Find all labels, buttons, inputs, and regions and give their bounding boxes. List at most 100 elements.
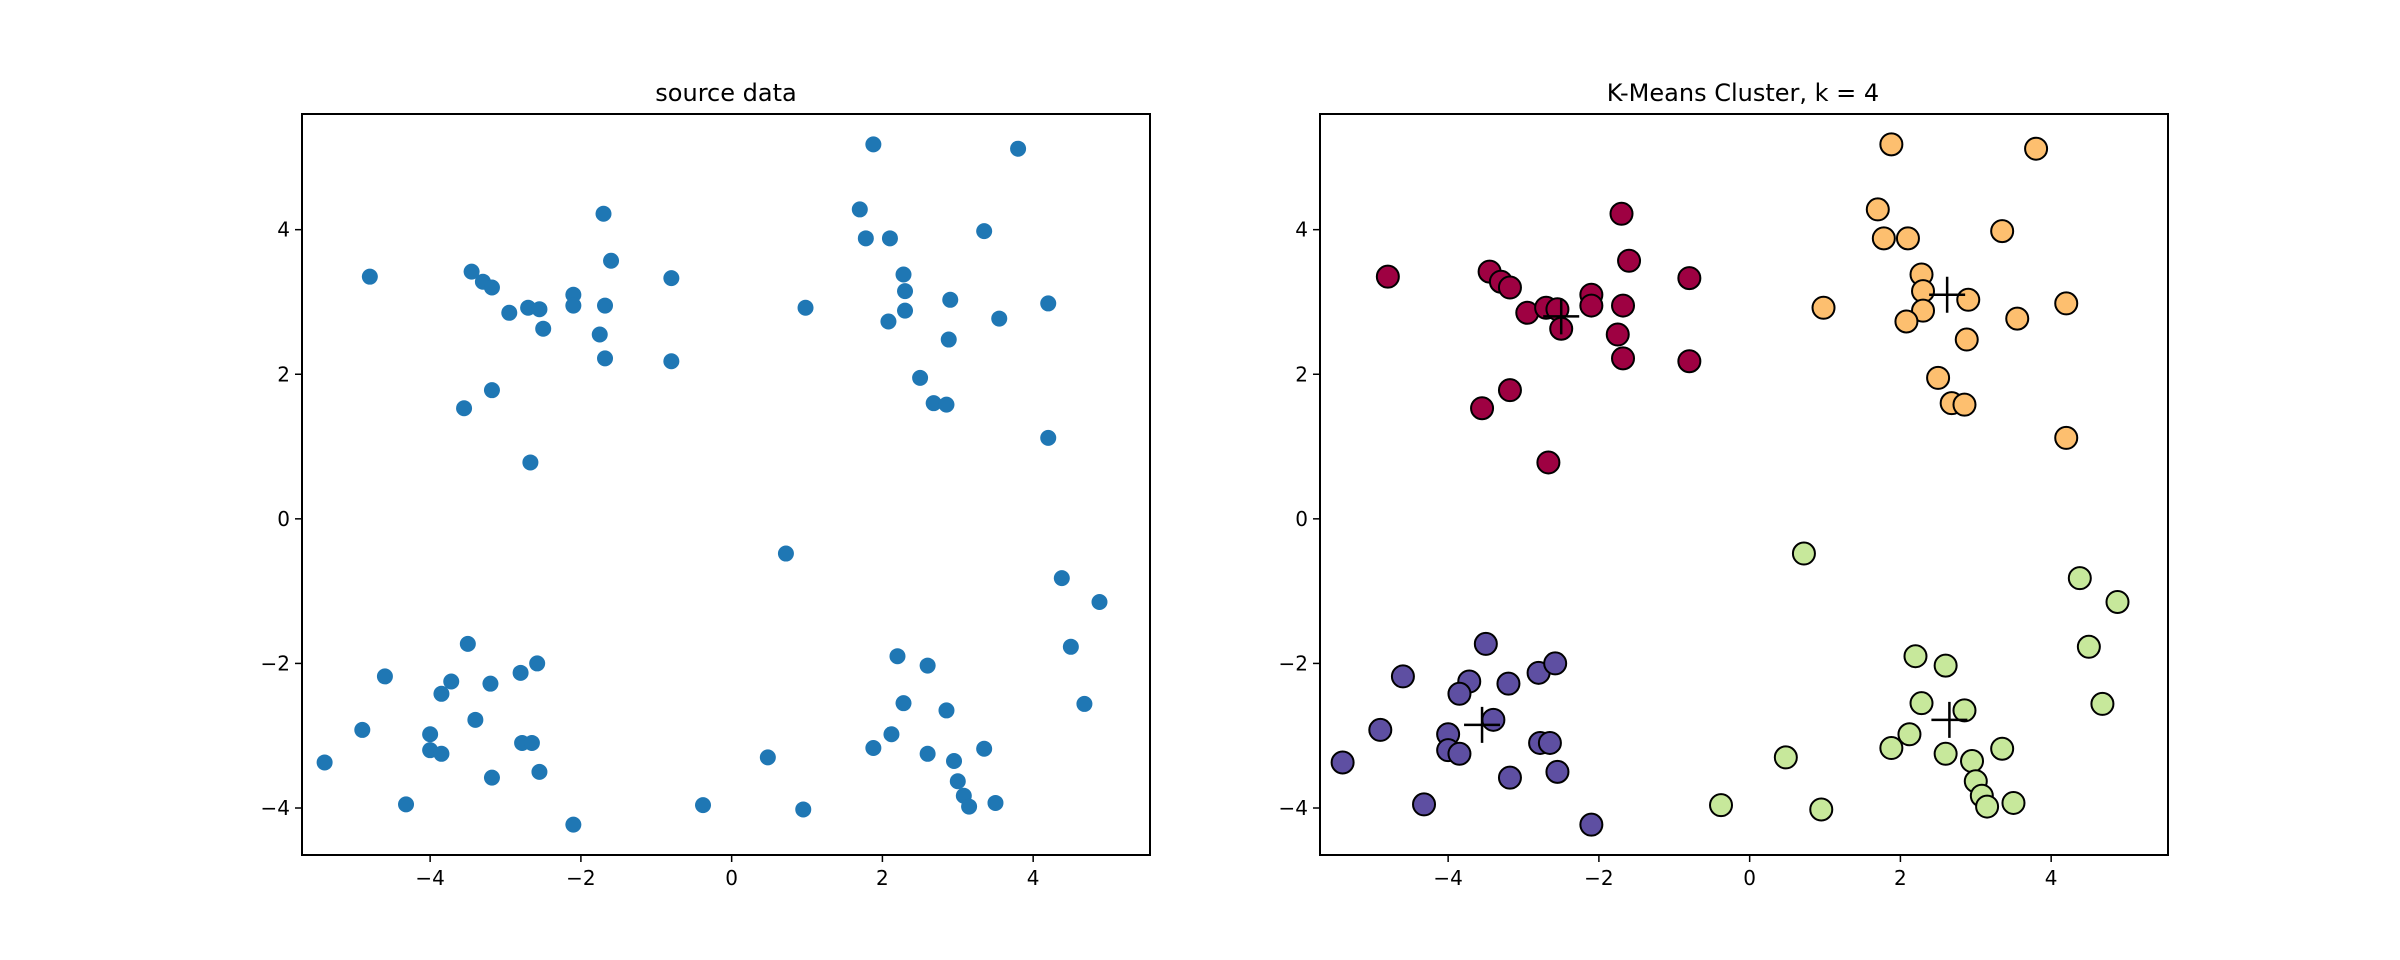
- axis-ticks: −4 −2 0 2 4 −4 −2 0 2 4: [1279, 218, 2058, 890]
- cluster-0-point: [1611, 293, 1636, 318]
- y-tick-label: −4: [1279, 796, 1308, 820]
- data-point: [759, 749, 776, 766]
- data-point: [663, 270, 680, 287]
- data-point: [897, 283, 914, 300]
- cluster-0-point: [1579, 293, 1604, 318]
- cluster-0-point: [1470, 396, 1495, 421]
- cluster-1-point: [1954, 327, 1979, 352]
- data-point: [797, 299, 814, 316]
- data-point: [467, 711, 484, 728]
- cluster-1-point: [2024, 136, 2049, 161]
- cluster-1-point: [1894, 309, 1919, 334]
- cluster-3-point: [1390, 664, 1415, 689]
- cluster-2-centroid: [1931, 701, 1968, 738]
- data-point: [376, 668, 393, 685]
- y-tick-label: −2: [1279, 651, 1308, 675]
- data-point: [1040, 429, 1057, 446]
- data-point: [889, 648, 906, 665]
- data-point: [1010, 140, 1027, 157]
- data-point: [512, 664, 529, 681]
- cluster-2-point: [1791, 541, 1816, 566]
- data-point: [463, 263, 480, 280]
- x-tick-label: 2: [876, 866, 889, 890]
- cluster-0-point: [1677, 349, 1702, 374]
- cluster-0-point: [1497, 275, 1522, 300]
- data-point: [433, 745, 450, 762]
- data-point: [880, 313, 897, 330]
- data-point: [591, 326, 608, 343]
- cluster-3-point: [1412, 792, 1437, 817]
- data-point: [865, 136, 882, 153]
- data-point: [597, 350, 614, 367]
- source-points: [316, 136, 1108, 833]
- x-tick-label: −2: [566, 866, 595, 890]
- cluster-2-point: [2001, 790, 2026, 815]
- data-point: [398, 796, 415, 813]
- y-tick-label: 2: [277, 362, 290, 386]
- cluster-2-point: [1879, 736, 1904, 761]
- data-point: [961, 798, 978, 815]
- data-point: [695, 797, 712, 814]
- data-point: [354, 721, 371, 738]
- data-point: [1062, 638, 1079, 655]
- data-point: [663, 353, 680, 370]
- x-tick-label: −4: [415, 866, 444, 890]
- data-point: [1091, 593, 1108, 610]
- cluster-1-centroid: [1929, 276, 1966, 313]
- cluster-3-point: [1496, 671, 1521, 696]
- data-point: [483, 279, 500, 296]
- data-point: [443, 673, 460, 690]
- cluster-0-point: [1611, 346, 1636, 371]
- y-tick-label: 4: [1295, 218, 1308, 242]
- data-point: [565, 816, 582, 833]
- cluster-0-point: [1605, 322, 1630, 347]
- cluster-1-point: [1952, 392, 1977, 417]
- data-point: [991, 310, 1008, 327]
- cluster-2-point: [2090, 691, 2115, 716]
- data-point: [938, 702, 955, 719]
- cluster-1-point: [1865, 197, 1890, 222]
- cluster-0-point: [1677, 266, 1702, 291]
- x-tick-label: −2: [1584, 866, 1613, 890]
- data-point: [865, 740, 882, 757]
- cluster-2-point: [1773, 745, 1798, 770]
- data-point: [483, 769, 500, 786]
- cluster-3-point: [1579, 812, 1604, 837]
- cluster-3-point: [1543, 651, 1568, 676]
- cluster-3-point: [1473, 631, 1498, 656]
- y-tick-label: 0: [1295, 507, 1308, 531]
- cluster-1-point: [1879, 132, 1904, 157]
- cluster-2-point: [1933, 741, 1958, 766]
- data-point: [938, 396, 955, 413]
- data-point: [456, 400, 473, 417]
- x-tick-label: −4: [1433, 866, 1462, 890]
- data-point: [919, 657, 936, 674]
- cluster-2-point: [1990, 736, 2015, 761]
- kmeans-panel: K-Means Cluster, k = 4 −4 −2 0 2 4 −4 −2 0 2 4: [1279, 79, 2169, 890]
- x-tick-label: 2: [1894, 866, 1907, 890]
- chart-title: K-Means Cluster, k = 4: [1607, 79, 1879, 107]
- x-tick-label: 4: [1027, 866, 1040, 890]
- data-point: [1040, 295, 1057, 312]
- cluster-3-point: [1447, 741, 1472, 766]
- data-point: [857, 230, 874, 247]
- data-point: [795, 801, 812, 818]
- data-point: [895, 695, 912, 712]
- data-point: [523, 734, 540, 751]
- cluster-2-point: [1903, 644, 1928, 669]
- data-point: [881, 230, 898, 247]
- data-point: [851, 201, 868, 218]
- cluster-1-point: [1990, 219, 2015, 244]
- data-point: [897, 302, 914, 319]
- x-tick-label: 0: [725, 866, 738, 890]
- data-point: [597, 297, 614, 314]
- data-point: [316, 754, 333, 771]
- cluster-3-point: [1330, 750, 1355, 775]
- cluster-3-point: [1447, 681, 1472, 706]
- source-data-panel: source data −4 −2 0 2 4 −4 −2 0 2 4: [261, 79, 1151, 890]
- y-tick-label: 2: [1295, 362, 1308, 386]
- cluster-1-point: [1895, 226, 1920, 251]
- cluster-2-point: [2076, 634, 2101, 659]
- data-point: [361, 268, 378, 285]
- data-point: [501, 304, 518, 321]
